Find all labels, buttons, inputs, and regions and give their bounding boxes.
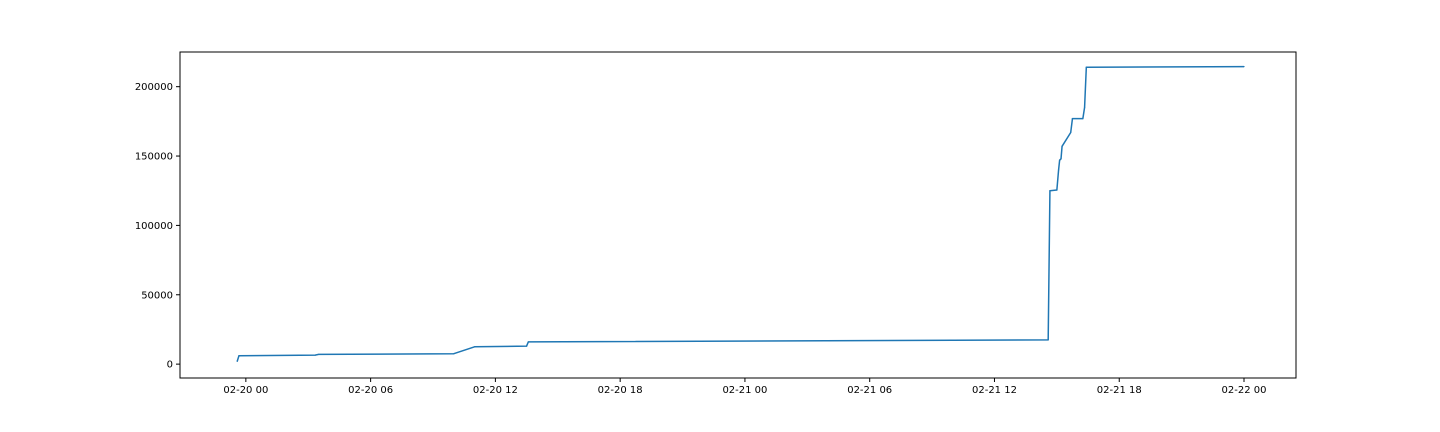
data-point bbox=[525, 345, 528, 347]
data-point bbox=[1057, 169, 1060, 171]
plot-frame bbox=[179, 51, 1297, 379]
data-point bbox=[238, 355, 240, 357]
x-tick-label: 02-21 00 bbox=[722, 385, 767, 396]
data-point bbox=[1082, 117, 1084, 120]
data-point bbox=[1047, 339, 1049, 341]
y-tick-label: 100000 bbox=[135, 221, 173, 232]
y-axis: 0 50000 100000 150000 200000 bbox=[135, 82, 180, 371]
data-point bbox=[1071, 117, 1074, 120]
data-point bbox=[1059, 159, 1061, 161]
y-tick-label: 150000 bbox=[135, 152, 173, 163]
x-tick-label: 02-21 12 bbox=[972, 385, 1017, 396]
y-tick-label: 200000 bbox=[135, 82, 173, 93]
x-tick-label: 02-21 18 bbox=[1097, 385, 1142, 396]
x-tick-label: 02-20 18 bbox=[598, 385, 643, 396]
x-tick-label: 02-22 00 bbox=[1222, 385, 1267, 396]
data-point bbox=[527, 341, 529, 343]
y-tick-label: 0 bbox=[167, 360, 173, 371]
series-layer bbox=[236, 65, 1245, 362]
data-point bbox=[314, 354, 316, 356]
data-point bbox=[1056, 189, 1058, 191]
x-tick-label: 02-21 06 bbox=[847, 385, 892, 396]
x-tick-label: 02-20 00 bbox=[223, 385, 268, 396]
x-tick-label: 02-20 12 bbox=[473, 385, 518, 396]
data-point bbox=[1070, 131, 1072, 134]
data-point bbox=[1061, 145, 1063, 147]
data-point bbox=[1060, 158, 1062, 160]
x-tick-label: 02-20 06 bbox=[348, 385, 393, 396]
data-point bbox=[1085, 66, 1087, 68]
data-point bbox=[318, 353, 320, 356]
plot-area bbox=[179, 51, 1297, 379]
data-point bbox=[236, 360, 238, 362]
data-point bbox=[1049, 190, 1051, 192]
series-line bbox=[236, 65, 1245, 362]
y-tick-label: 50000 bbox=[141, 290, 173, 301]
data-point bbox=[1243, 65, 1245, 68]
data-point bbox=[1083, 106, 1086, 109]
x-axis: 02-20 00 02-20 06 02-20 12 02-20 18 02-21 00… bbox=[223, 378, 1266, 396]
data-point bbox=[473, 346, 476, 348]
data-point bbox=[453, 353, 455, 355]
